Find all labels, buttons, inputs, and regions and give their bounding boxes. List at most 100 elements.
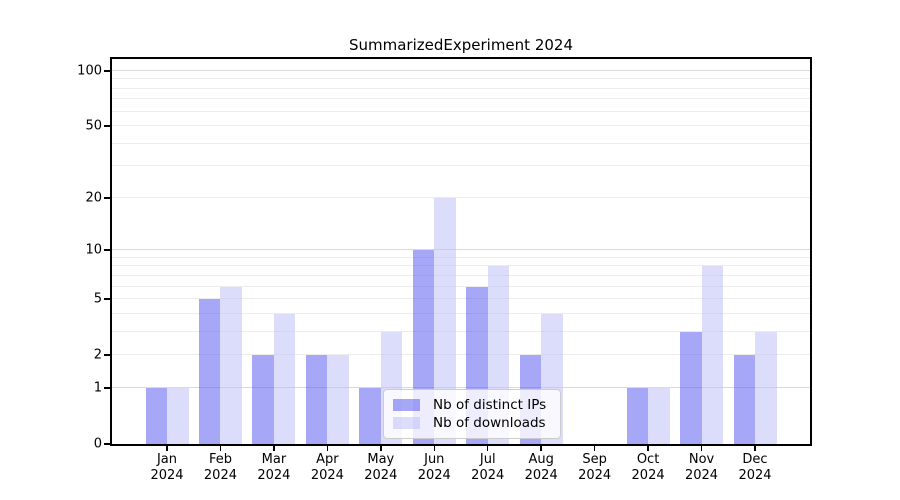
gridline-minor: [112, 298, 810, 300]
gridline-minor: [112, 265, 810, 267]
gridline-minor: [112, 312, 810, 314]
x-axis-tick: [754, 445, 756, 451]
x-tick-year: 2024: [364, 468, 398, 484]
y-axis-tick: [104, 70, 110, 72]
x-tick-year: 2024: [310, 468, 344, 484]
bar-distinct-ips: [359, 387, 381, 444]
x-axis-tick: [326, 445, 329, 451]
y-tick-label: 2: [93, 347, 102, 363]
x-axis-tick: [540, 445, 542, 451]
x-tick-year: 2024: [738, 468, 772, 484]
y-tick-label: 20: [85, 190, 102, 206]
bar-distinct-ips: [252, 355, 274, 444]
x-tick-year: 2024: [631, 468, 665, 484]
gridline-minor: [112, 354, 810, 356]
x-axis-tick: [593, 445, 596, 451]
x-tick-label: Sep 2024: [578, 452, 611, 485]
bar-distinct-ips: [626, 387, 649, 444]
x-tick-month: Oct: [636, 452, 660, 467]
y-tick-label: 10: [85, 242, 102, 258]
x-tick-month: Dec: [742, 452, 768, 467]
x-tick-year: 2024: [203, 468, 237, 484]
bar-distinct-ips: [198, 299, 221, 444]
x-axis-tick: [166, 445, 168, 451]
x-tick-month: May: [367, 452, 395, 467]
gridline-minor: [112, 142, 810, 144]
y-axis-tick: [104, 125, 110, 127]
x-tick-label: Mar 2024: [257, 452, 290, 485]
x-axis-tick: [647, 445, 649, 451]
bar-downloads: [755, 331, 777, 444]
gridline-major: [112, 69, 810, 71]
x-tick-label: Feb 2024: [204, 452, 237, 485]
y-axis-tick: [104, 249, 110, 251]
x-tick-month: Nov: [688, 452, 715, 467]
x-tick-month: Sep: [582, 452, 607, 467]
bar-downloads: [434, 197, 456, 444]
x-tick-label: Aug 2024: [525, 452, 558, 485]
x-tick-label: Dec 2024: [738, 452, 771, 485]
x-tick-label: Jan 2024: [150, 452, 183, 485]
bar-distinct-ips: [733, 355, 755, 444]
legend-label-distinct-ips: Nb of distinct IPs: [433, 397, 547, 413]
x-tick-label: Nov 2024: [685, 452, 718, 485]
gridline-minor: [112, 274, 810, 276]
x-tick-year: 2024: [257, 468, 291, 484]
bar-downloads: [220, 286, 242, 444]
x-tick-month: Jan: [156, 452, 178, 467]
bar-distinct-ips: [305, 355, 328, 444]
y-axis-tick: [104, 387, 110, 389]
gridline-minor: [112, 87, 810, 89]
gridline-minor: [112, 196, 810, 198]
x-axis-tick: [219, 445, 222, 451]
gridline-major: [112, 386, 810, 388]
gridline-minor: [112, 330, 810, 332]
y-tick-label: 0: [93, 436, 102, 452]
x-tick-year: 2024: [524, 468, 558, 484]
x-tick-label: Jul 2024: [471, 452, 504, 485]
x-tick-year: 2024: [471, 468, 505, 484]
gridline-minor: [112, 125, 810, 127]
y-axis-tick: [104, 298, 110, 300]
gridline-minor: [112, 285, 810, 287]
y-axis-tick: [104, 197, 110, 199]
legend-item-downloads: Nb of downloads: [393, 414, 551, 432]
x-tick-year: 2024: [684, 468, 719, 484]
x-tick-month: Apr: [316, 452, 339, 467]
gridline-minor: [112, 110, 810, 112]
y-tick-label: 5: [93, 291, 102, 307]
x-tick-month: Jun: [424, 452, 445, 467]
x-tick-label: May 2024: [364, 452, 397, 485]
x-tick-year: 2024: [578, 468, 612, 484]
gridline-minor: [112, 256, 810, 258]
x-axis-tick: [486, 445, 489, 451]
x-axis-tick: [380, 445, 382, 451]
x-tick-label: Jun 2024: [418, 452, 451, 485]
bar-downloads: [701, 266, 724, 444]
bar-downloads: [167, 387, 189, 444]
legend-item-distinct-ips: Nb of distinct IPs: [393, 396, 551, 414]
gridline-minor: [112, 98, 810, 100]
legend: Nb of distinct IPs Nb of downloads: [383, 389, 561, 439]
y-tick-label: 100: [77, 63, 102, 79]
bar-distinct-ips: [145, 387, 167, 444]
y-axis-tick: [104, 354, 110, 356]
gridline-minor: [112, 165, 810, 167]
x-tick-label: Apr 2024: [311, 452, 344, 485]
bar-distinct-ips: [680, 331, 702, 444]
gridline-minor: [112, 78, 810, 80]
bar-downloads: [327, 355, 349, 444]
x-tick-label: Oct 2024: [632, 452, 665, 485]
y-axis-tick: [104, 443, 110, 445]
y-tick-label: 1: [93, 380, 102, 396]
x-tick-month: Jul: [479, 452, 496, 467]
x-axis-tick: [700, 445, 703, 451]
bar-downloads: [648, 387, 670, 444]
legend-swatch-distinct-ips-icon: [393, 399, 420, 411]
x-axis-tick: [273, 445, 275, 451]
x-tick-year: 2024: [417, 468, 451, 484]
plot-frame: [110, 57, 812, 446]
gridline-major: [112, 249, 810, 251]
x-tick-month: Mar: [261, 452, 287, 467]
